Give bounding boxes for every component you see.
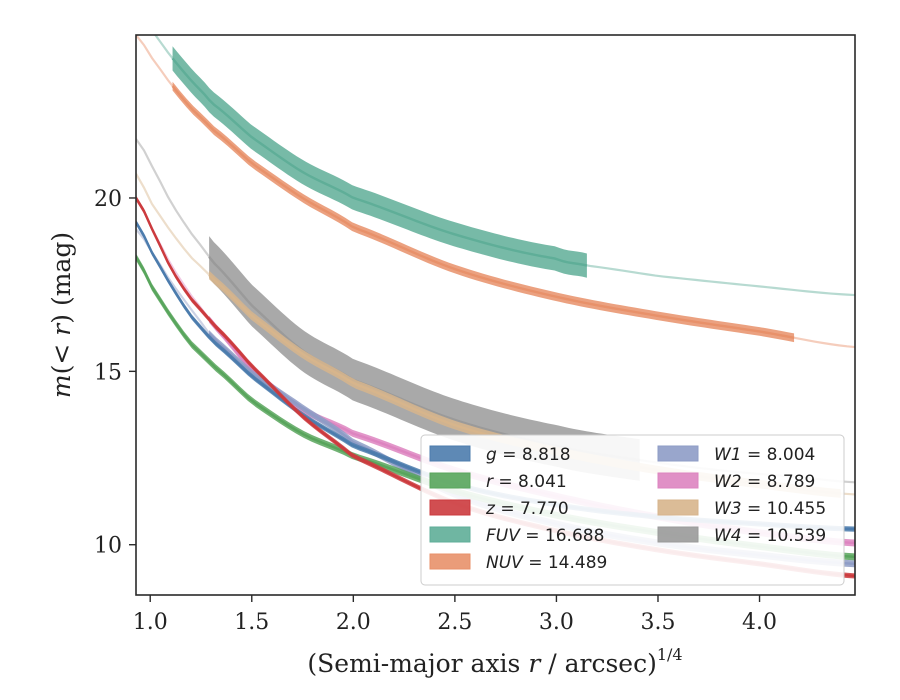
plot-frame xyxy=(135,34,856,596)
legend-frame xyxy=(420,434,845,586)
y-tick-label: 10 xyxy=(94,534,122,559)
legend-label: z = 7.770 xyxy=(485,499,569,519)
legend-swatch xyxy=(657,526,699,543)
legend-label: FUV = 16.688 xyxy=(486,526,604,546)
legend-swatch xyxy=(429,445,471,462)
legend-swatch xyxy=(429,472,471,489)
series-fuv-line xyxy=(171,57,588,267)
legend-swatch xyxy=(429,499,471,516)
y-tick-label: 15 xyxy=(94,360,122,385)
x-tick-label: 2.0 xyxy=(336,610,371,635)
legend-entry-nuv: NUV = 14.489 xyxy=(429,553,607,573)
legend-label: W2 = 8.789 xyxy=(714,472,815,492)
legend-swatch xyxy=(657,499,699,516)
legend-label: W1 = 8.004 xyxy=(714,445,815,465)
legend-swatch xyxy=(657,472,699,489)
series-nuv-line xyxy=(171,85,795,339)
series-fuv xyxy=(153,35,855,297)
legend: g = 8.818 r = 8.041 z = 7.770 FUV = 16.688 N… xyxy=(420,434,845,586)
legend-entry-fuv: FUV = 16.688 xyxy=(429,526,604,546)
x-tick-label: 1.5 xyxy=(234,610,269,635)
y-tick-label: 20 xyxy=(94,187,122,212)
x-tick-label: 1.0 xyxy=(133,610,168,635)
legend-swatch xyxy=(429,526,471,543)
x-axis-label: (Semi-major axis r / arcsec)1/4 xyxy=(307,645,682,678)
legend-label: W3 = 10.455 xyxy=(714,499,826,519)
legend-entry-z: z = 7.770 xyxy=(429,499,569,519)
legend-entry-w1: W1 = 8.004 xyxy=(657,445,815,465)
legend-entry-g: g = 8.818 xyxy=(429,445,571,465)
legend-swatch xyxy=(429,553,471,570)
legend-label: NUV = 14.489 xyxy=(486,553,607,573)
legend-label: r = 8.041 xyxy=(486,472,567,492)
legend-swatch xyxy=(657,445,699,462)
legend-label: W4 = 10.539 xyxy=(714,526,826,546)
legend-label: g = 8.818 xyxy=(486,445,571,465)
y-axis-label: m(< r) (mag) xyxy=(47,232,76,398)
legend-entry-w4: W4 = 10.539 xyxy=(657,526,826,546)
series-nuv xyxy=(136,35,855,349)
series-fuv-band xyxy=(172,46,587,278)
legend-entry-w2: W2 = 8.789 xyxy=(657,472,815,492)
legend-entry-w3: W3 = 10.455 xyxy=(657,499,826,519)
x-tick-label: 2.5 xyxy=(437,610,472,635)
legend-entry-r: r = 8.041 xyxy=(429,472,567,492)
x-tick-label: 3.0 xyxy=(539,610,574,635)
x-tick-label: 4.0 xyxy=(742,610,777,635)
tick-layer: 1.0 1.5 2.0 2.5 3.0 3.5 4.0 10 15 20 xyxy=(94,187,777,635)
x-tick-label: 3.5 xyxy=(640,610,675,635)
